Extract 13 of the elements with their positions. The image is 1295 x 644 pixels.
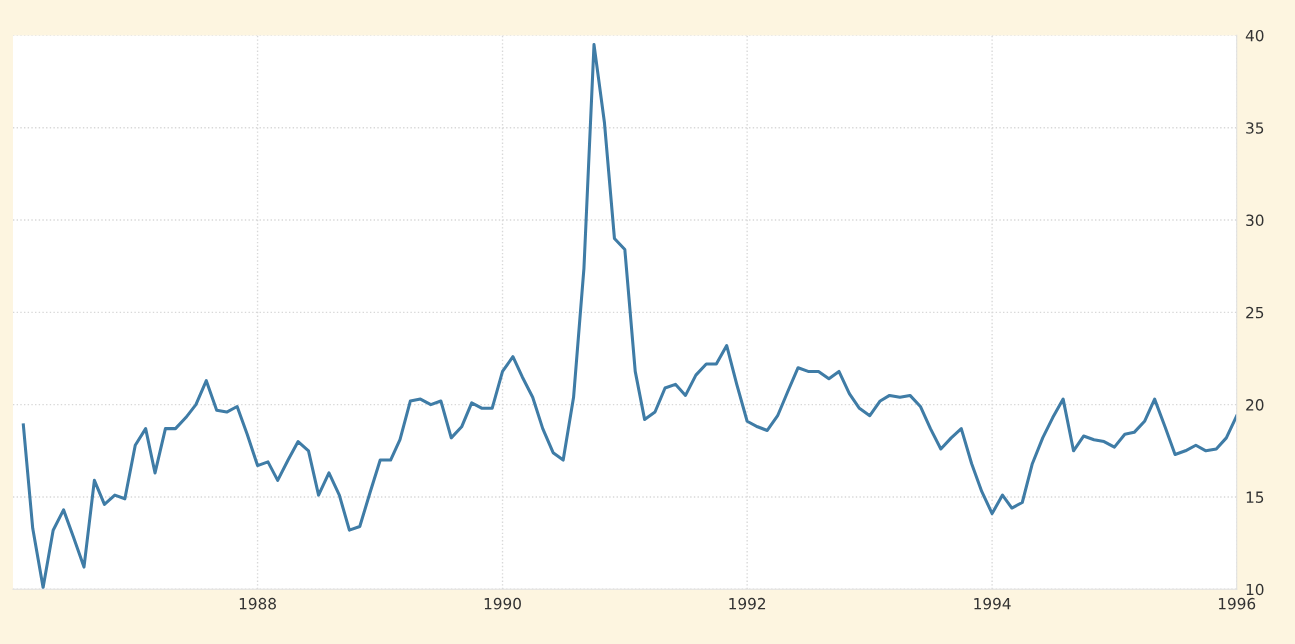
x-tick-label: 1992 (729, 597, 766, 610)
y-tick-label: 30 (1246, 214, 1264, 227)
y-tick-label: 40 (1245, 29, 1264, 42)
y-tick-label: 15 (1246, 491, 1264, 503)
x-tick-label: 1988 (239, 597, 276, 610)
line-series (21, 43, 1237, 589)
y-tick-label: 20 (1246, 399, 1264, 411)
y-tick-label: 35 (1246, 122, 1264, 134)
y-tick-label: 25 (1246, 306, 1264, 319)
x-tick-label: 1990 (484, 597, 521, 610)
y-tick-label: 10 (1246, 583, 1264, 596)
x-tick-label: 1994 (974, 597, 1011, 610)
x-tick-label: 1996 (1218, 597, 1256, 610)
